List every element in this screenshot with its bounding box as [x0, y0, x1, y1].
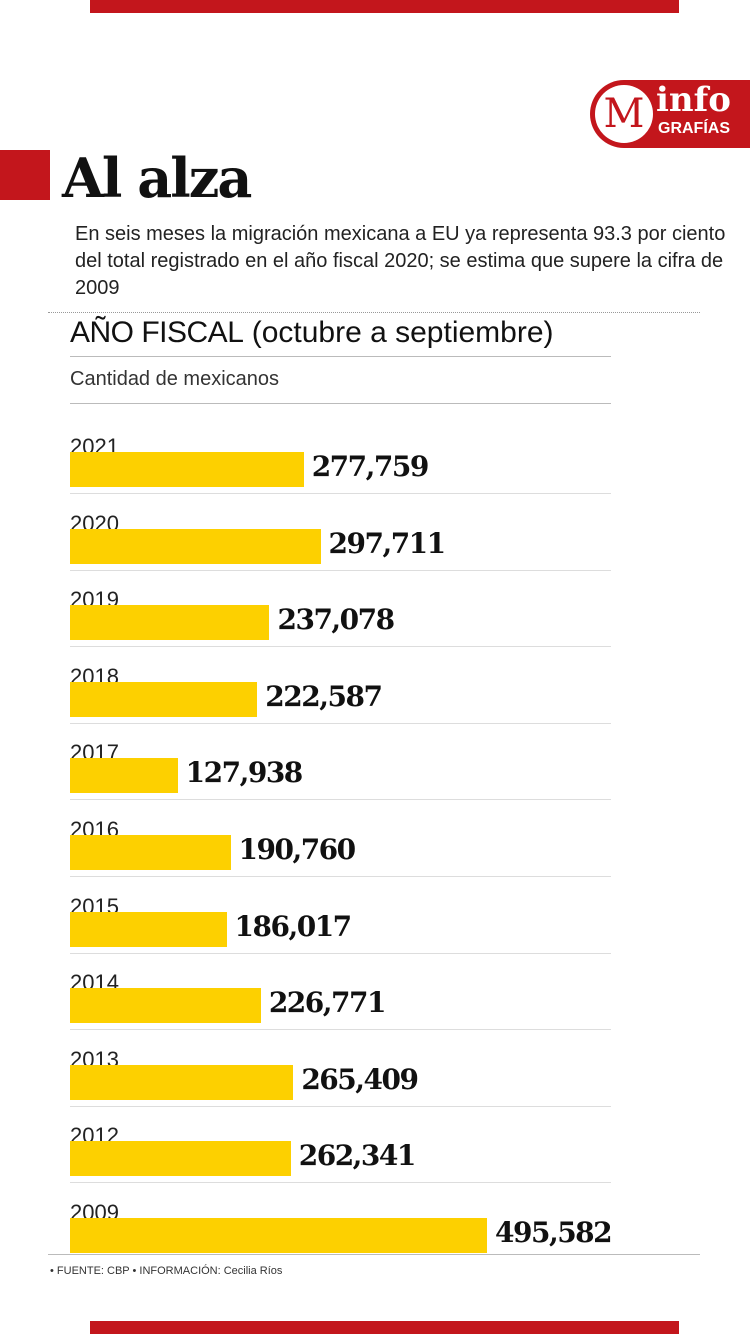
- infografias-logo: M info GRAFÍAS: [590, 80, 750, 148]
- row-divider: [70, 569, 611, 571]
- value-label: 237,078: [277, 603, 395, 637]
- value-label: 190,760: [238, 833, 357, 866]
- source-footer: • FUENTE: CBP • INFORMACIÓN: Cecilia Río…: [50, 1265, 283, 1277]
- bar: [70, 452, 304, 487]
- bar: [70, 1141, 291, 1177]
- value-label: 495,582: [495, 1216, 613, 1249]
- subtitle: En seis meses la migración mexicana a EU…: [75, 223, 726, 299]
- top-accent-bar: [90, 0, 679, 13]
- row-divider: [70, 493, 611, 494]
- bar-row: 2014 226,771: [70, 970, 611, 1061]
- row-divider: [70, 799, 611, 801]
- bar: [70, 835, 231, 870]
- bar-row: 2015 186,017: [70, 894, 611, 985]
- bar: [70, 1064, 294, 1100]
- value-label: 186,017: [234, 909, 353, 943]
- bar-row: 2016 190,760: [70, 817, 611, 908]
- row-divider: [70, 646, 611, 648]
- row-divider: [70, 722, 611, 724]
- page-title: Al alza: [62, 146, 252, 210]
- dotted-divider: [48, 312, 700, 313]
- title-accent-square: [0, 150, 50, 200]
- bar: [70, 605, 270, 641]
- bottom-accent-bar: [90, 1321, 679, 1334]
- chart-title-note: (octubre a septiembre): [251, 316, 554, 349]
- row-divider: [70, 952, 611, 954]
- chart-title: AÑO FISCAL (octubre a septiembre): [70, 316, 554, 350]
- bar-row: 2021 277,759: [70, 434, 611, 525]
- footer-divider: [48, 1254, 700, 1255]
- bar-row: 2019 237,078: [70, 587, 611, 678]
- bar: [70, 528, 321, 564]
- value-label: 297,711: [328, 526, 447, 560]
- value-label: 262,341: [298, 1139, 417, 1173]
- row-divider: [70, 1182, 611, 1184]
- logo-grafias: GRAFÍAS: [658, 120, 730, 137]
- bar: [70, 681, 258, 717]
- bar-row: 2018 222,587: [70, 664, 611, 755]
- bar-row: 2013 265,409: [70, 1047, 611, 1138]
- value-label: 226,771: [268, 986, 387, 1020]
- chart-title-main: AÑO FISCAL: [70, 316, 244, 349]
- bar: [70, 911, 227, 947]
- bar-row: 2020 297,711: [70, 511, 611, 602]
- value-label: 127,938: [185, 756, 304, 790]
- value-label: 222,587: [265, 679, 383, 713]
- logo-m: M: [595, 85, 653, 143]
- bar: [70, 988, 261, 1024]
- bar-row: 2017 127,938: [70, 740, 611, 831]
- row-divider: [70, 1105, 611, 1107]
- row-divider: [70, 1029, 611, 1031]
- bar-row: 2009 495,582: [70, 1200, 613, 1291]
- bar: [70, 758, 178, 794]
- row-divider: [70, 876, 611, 877]
- axis-label: Cantidad de mexicanos: [70, 368, 280, 390]
- bar: [70, 1218, 487, 1253]
- value-label: 265,409: [301, 1062, 419, 1096]
- logo-info: info: [656, 80, 731, 120]
- bar-row: 2012 262,341: [70, 1123, 611, 1214]
- value-label: 277,759: [311, 450, 430, 483]
- divider: [70, 403, 611, 404]
- divider: [70, 356, 611, 357]
